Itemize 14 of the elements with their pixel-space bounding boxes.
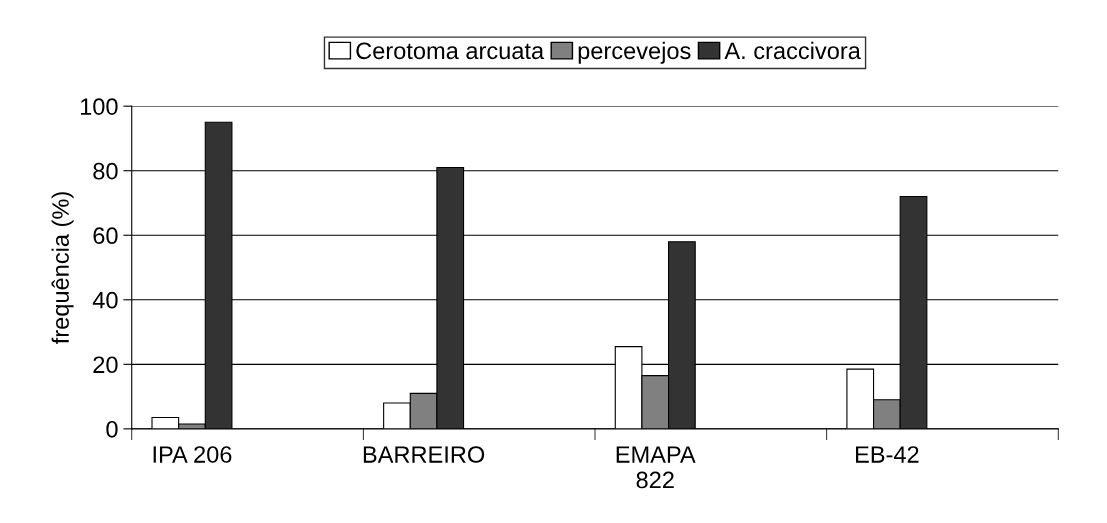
- y-tick-label: 20: [93, 356, 118, 374]
- y-tick-label: 100: [80, 98, 118, 115]
- legend-label: percevejos: [578, 41, 691, 64]
- y-axis-title: frequência (%): [51, 192, 74, 344]
- x-tick-label: EMAPA 822: [616, 446, 696, 489]
- y-tick-label: 40: [92, 291, 118, 309]
- y-tick-label: 60: [93, 227, 118, 245]
- x-tick-label: BARREIRO: [363, 446, 485, 463]
- legend-label: Cerotoma arcuata: [356, 42, 545, 60]
- legend-label: A. craccivora: [724, 41, 861, 60]
- y-tick-label: 80: [93, 162, 118, 180]
- x-tick-label: IPA 206: [153, 446, 232, 463]
- x-tick-label: EB-42: [856, 446, 919, 463]
- y-tick-label: 0: [106, 420, 118, 438]
